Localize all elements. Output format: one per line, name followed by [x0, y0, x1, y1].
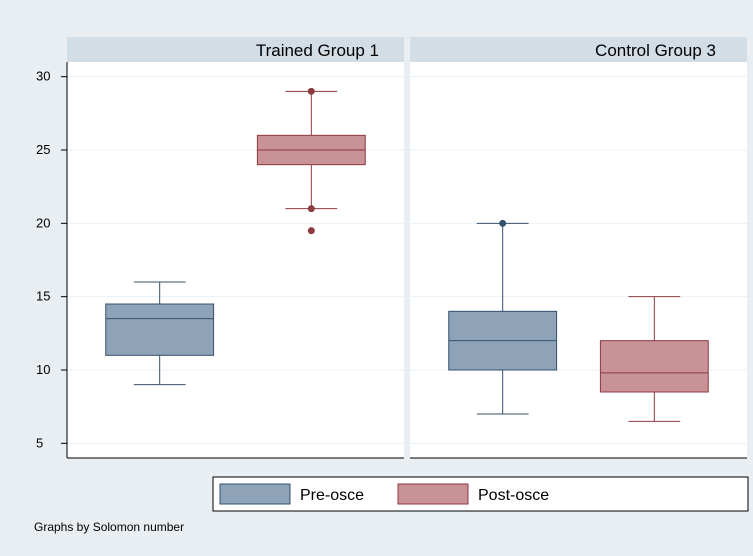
- panel-1-gridlines: [67, 76, 404, 444]
- panel-control-group-3: Control Group 3: [410, 37, 747, 458]
- panel-2-gridlines: [410, 76, 747, 444]
- legend-label-pre-osce: Pre-osce: [300, 487, 364, 504]
- legend-swatch-pre-osce: [219, 483, 291, 505]
- panel-2-title: Control Group 3: [595, 41, 716, 60]
- box-pre-osce: [448, 219, 558, 415]
- y-tick-label: 10: [36, 362, 50, 377]
- panel-1-title-strip: [67, 37, 404, 62]
- outlier-point: [499, 219, 507, 227]
- iqr-box: [599, 340, 709, 393]
- legend-swatch-post-osce: [397, 483, 469, 505]
- panel-2-title-strip: [410, 37, 747, 62]
- y-tick-label: 5: [36, 435, 43, 450]
- box-post-osce: [256, 87, 366, 235]
- y-tick-label: 30: [36, 69, 50, 84]
- outlier-point: [307, 87, 315, 95]
- panel-1-boxes: [105, 87, 366, 386]
- box-pre-osce: [105, 281, 215, 386]
- box-post-osce: [599, 296, 709, 422]
- y-tick-label: 15: [36, 289, 50, 304]
- outlier-point: [307, 205, 315, 213]
- y-tick-label: 20: [36, 215, 50, 230]
- panel-2-boxes: [448, 219, 709, 422]
- outlier-point: [307, 227, 315, 235]
- legend-label-post-osce: Post-osce: [478, 487, 549, 504]
- iqr-box: [105, 303, 215, 356]
- panel-1-title: Trained Group 1: [256, 41, 379, 60]
- legend: Pre-osce Post-osce: [212, 476, 749, 512]
- y-tick-label: 25: [36, 142, 50, 157]
- panel-1-plot-area: [67, 62, 404, 458]
- panel-2-plot-area: [410, 62, 747, 458]
- graphs-by-note: Graphs by Solomon number: [34, 520, 184, 534]
- panel-trained-group-1: Trained Group 1: [67, 37, 404, 458]
- y-axis: 5 10 15 20 25 30: [36, 62, 747, 459]
- legend-box: [212, 476, 749, 512]
